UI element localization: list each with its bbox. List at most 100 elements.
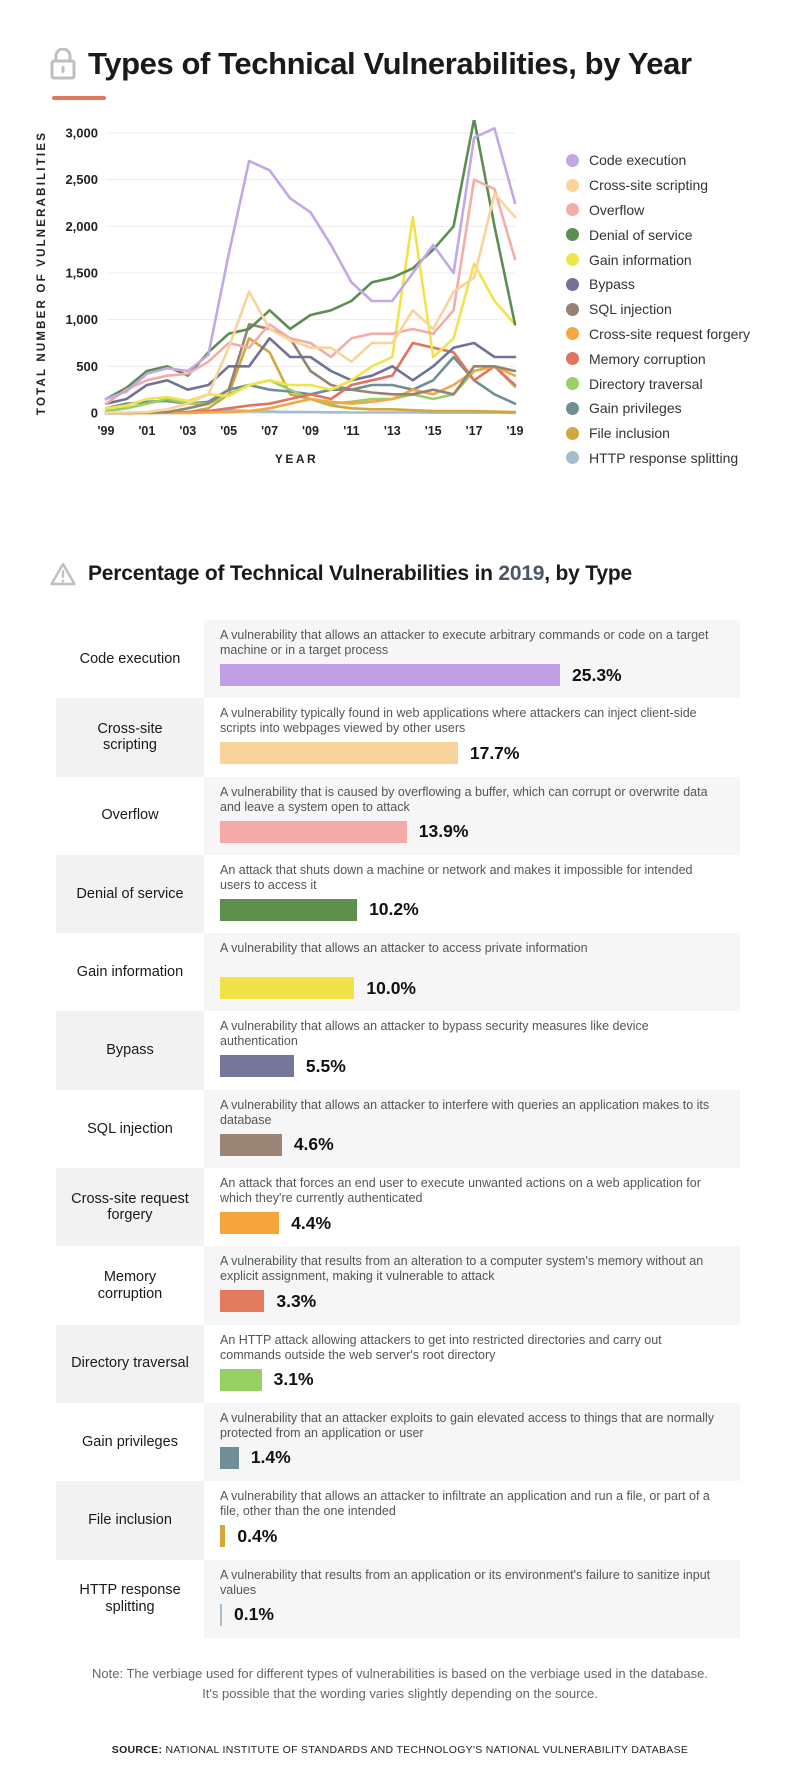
x-tick-label: '17 <box>466 424 483 438</box>
series-line-overflow <box>104 178 517 406</box>
page-title: Types of Technical Vulnerabilities, by Y… <box>88 46 692 81</box>
legend-label: Cross-site scripting <box>589 177 709 194</box>
table-row: Directory traversal An HTTP attack allowi… <box>56 1324 740 1403</box>
x-tick-label: '03 <box>179 424 196 438</box>
legend-label: Cross-site request forgery <box>589 325 751 342</box>
row-description: A vulnerability that allows an attacker … <box>220 941 588 956</box>
bar-wrap: 3.3% <box>220 1290 720 1313</box>
percentage-bar <box>220 1603 222 1626</box>
y-tick-label: 1,500 <box>65 266 98 281</box>
legend-label: Gain information <box>589 251 692 268</box>
legend-swatch <box>566 153 579 167</box>
warning-icon <box>50 562 76 586</box>
y-tick-label: 1,000 <box>65 312 98 327</box>
series-line-sql-injection <box>104 322 517 415</box>
row-name: File inclusion <box>56 1481 204 1560</box>
legend-item: File inclusion <box>566 421 750 446</box>
table-row: Overflow A vulnerability that is caused b… <box>56 776 740 855</box>
legend-swatch <box>566 302 579 316</box>
row-description: A vulnerability that results from an app… <box>220 1567 711 1597</box>
x-tick-label: '11 <box>343 424 359 438</box>
legend-item: Bypass <box>566 272 750 297</box>
legend-label: Overflow <box>589 201 645 218</box>
row-name: Cross-site scripting <box>56 698 204 777</box>
footnote-line-2: It's possible that the wording varies sl… <box>202 1686 598 1702</box>
legend-label: SQL injection <box>589 301 672 318</box>
table-row: Code execution A vulnerability that allow… <box>56 620 740 699</box>
row-description: A vulnerability that allows an attacker … <box>220 1019 649 1049</box>
line-chart: 0 500 1,000 1,500 2,000 2,500 3,000 '99 '01 '03 '0… <box>36 120 523 466</box>
y-tick-label: 0 <box>91 406 98 421</box>
x-tick-label: '13 <box>384 424 401 438</box>
percentage-bar <box>220 820 407 843</box>
legend-swatch <box>566 203 579 217</box>
percentage-bar <box>220 1055 294 1078</box>
table-row: HTTP response splitting A vulnerability t… <box>56 1559 740 1638</box>
row-body: A vulnerability that results from an alt… <box>204 1246 740 1325</box>
row-description: A vulnerability that allows an attacker … <box>220 1097 710 1127</box>
table-row: File inclusion A vulnerability that allow… <box>56 1481 740 1560</box>
legend-label: HTTP response splitting <box>589 449 739 466</box>
legend-item: Gain privileges <box>566 396 750 421</box>
legend-swatch <box>566 377 579 391</box>
bar-wrap: 3.1% <box>220 1368 720 1391</box>
row-body: An attack that forces an end user to exe… <box>204 1168 740 1247</box>
source-text: NATIONAL INSTITUTE OF STANDARDS AND TECH… <box>162 1744 689 1756</box>
legend-item: Denial of service <box>566 222 750 247</box>
legend-label: Memory corruption <box>589 350 706 367</box>
percentage-bar <box>220 664 560 686</box>
series-line-cross-site-request-forgery <box>104 364 517 415</box>
table-row: Gain information A vulnerability that all… <box>56 933 740 1012</box>
legend-label: Code execution <box>589 152 687 169</box>
row-body: A vulnerability that an attacker exploit… <box>204 1402 740 1482</box>
percentage-bar <box>220 977 355 1000</box>
percentage-label: 10.0% <box>366 977 416 998</box>
legend-swatch <box>566 401 579 415</box>
legend-label: File inclusion <box>589 425 670 442</box>
legend-label: Denial of service <box>589 226 693 243</box>
section2-title: Percentage of Technical Vulnerabilities … <box>88 562 632 586</box>
row-name: Directory traversal <box>56 1324 204 1403</box>
x-axis-label: YEAR <box>275 452 318 466</box>
series-line-memory-corruption <box>104 341 517 415</box>
legend-swatch <box>566 451 579 465</box>
row-description: An attack that forces an end user to exe… <box>220 1176 701 1206</box>
row-name: Code execution <box>56 620 204 699</box>
row-description: A vulnerability that an attacker exploit… <box>220 1410 715 1440</box>
row-body: A vulnerability typically found in web a… <box>204 698 740 777</box>
row-body: A vulnerability that allows an attacker … <box>204 933 740 1012</box>
x-tick-label: '99 <box>98 424 115 438</box>
legend-swatch <box>566 253 579 267</box>
percentage-label: 17.7% <box>469 742 520 763</box>
title-underline <box>52 96 106 100</box>
row-name: Memory corruption <box>56 1246 204 1325</box>
legend-label: Directory traversal <box>589 375 703 392</box>
x-tick-label: '15 <box>425 424 442 438</box>
series-line-directory-traversal <box>104 364 517 413</box>
percentage-label: 25.3% <box>572 664 622 685</box>
chart-legend: Code execution Cross-site scripting Overfl… <box>566 148 750 470</box>
table-row: Cross-site request forgery An attack that… <box>56 1168 740 1247</box>
table-row: Denial of service An attack that shuts do… <box>56 854 740 934</box>
legend-swatch <box>566 327 579 341</box>
lock-icon <box>50 48 76 80</box>
footnote-line-1: Note: The verbiage used for different ty… <box>92 1666 708 1681</box>
row-description: A vulnerability that allows an attacker … <box>220 1489 710 1519</box>
percentage-label: 13.9% <box>418 821 469 842</box>
table-row: Cross-site scripting A vulnerability typi… <box>56 698 740 777</box>
source-credit: SOURCE: NATIONAL INSTITUTE OF STANDARDS … <box>0 1744 800 1756</box>
x-tick-label: '05 <box>220 424 237 438</box>
legend-label: Bypass <box>589 276 635 293</box>
bar-wrap: 10.2% <box>220 898 720 921</box>
row-body: An HTTP attack allowing attackers to get… <box>204 1324 740 1403</box>
y-tick-label: 2,000 <box>65 219 98 234</box>
row-name: Cross-site request forgery <box>56 1168 204 1247</box>
row-body: An attack that shuts down a machine or n… <box>204 854 740 934</box>
percentage-bar <box>220 1525 226 1548</box>
percentage-label: 1.4% <box>250 1447 291 1468</box>
series-line-gain-privileges <box>104 355 517 410</box>
row-body: A vulnerability that allows an attacker … <box>204 1481 740 1560</box>
y-tick-label: 2,500 <box>65 172 98 187</box>
table-row: Gain privileges A vulnerability that an a… <box>56 1402 740 1482</box>
legend-item: Gain information <box>566 247 750 272</box>
